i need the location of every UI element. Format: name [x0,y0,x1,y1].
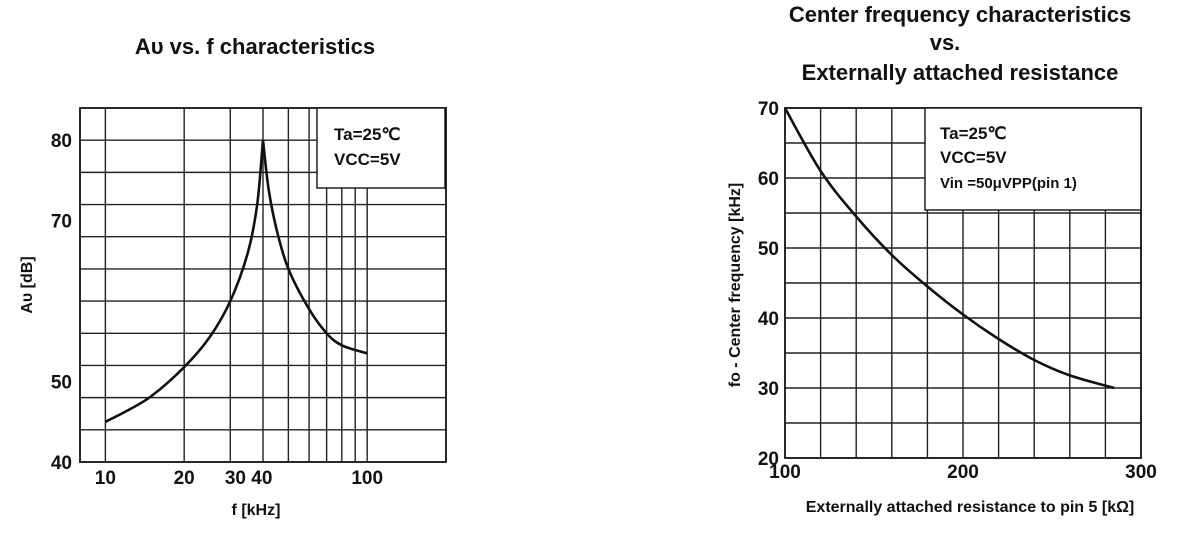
x-tick-label: 10 [95,468,116,489]
y-tick-label: 30 [758,379,779,400]
x-axis-label: f [kHz] [232,502,281,519]
y-tick-label: 40 [51,453,72,474]
chart-title-line-1: Center frequency characteristics [789,2,1131,27]
y-tick-label: 50 [758,239,779,260]
y-tick-label: 40 [758,309,779,330]
y-tick-label: 70 [51,212,72,233]
series-line [783,107,1115,390]
chart-av-vs-f: Aυ vs. f characteristics Ta=25℃ VCC=5V 4… [19,34,447,519]
conditions-box-frame [316,107,446,189]
grid [80,108,446,462]
y-axis-label: fo - Center frequency [kHz] [727,183,744,387]
x-tick-label: 100 [351,468,383,489]
x-tick-labels: 10 20 30 40 100 [95,468,383,489]
condition-vin: Vin =50μVPP(pin 1) [940,175,1077,192]
y-axis-label: Aυ [dB] [19,256,36,313]
y-tick-labels: 20 30 40 50 60 70 [758,99,779,470]
plot-frame [79,107,447,463]
chart-title: Aυ vs. f characteristics [135,34,375,59]
y-tick-label: 20 [758,449,779,470]
condition-vcc: VCC=5V [940,148,1007,167]
series-line [104,140,368,423]
y-tick-label: 80 [51,131,72,152]
x-tick-label: 100 [769,462,801,483]
y-tick-labels: 40 50 70 80 [51,131,72,474]
x-tick-label: 30 40 [225,468,273,489]
conditions-box: Ta=25℃ VCC=5V Vin =50μVPP(pin 1) [924,107,1142,211]
condition-ta: Ta=25℃ [334,125,401,144]
y-tick-label: 50 [51,373,72,394]
x-tick-labels: 100 200 300 [769,462,1157,483]
chart-title-line-2: vs. [930,30,961,55]
x-axis-label: Externally attached resistance to pin 5 … [806,499,1135,516]
chart-center-frequency: Center frequency characteristics vs. Ext… [727,2,1157,516]
conditions-box: Ta=25℃ VCC=5V [316,107,446,189]
condition-vcc: VCC=5V [334,150,401,169]
x-tick-label: 200 [947,462,979,483]
x-tick-label: 20 [174,468,195,489]
y-tick-label: 70 [758,99,779,120]
x-tick-label: 300 [1125,462,1157,483]
condition-ta: Ta=25℃ [940,124,1007,143]
chart-title-line-3: Externally attached resistance [802,60,1119,85]
y-tick-label: 60 [758,169,779,190]
conditions-box-frame [924,107,1142,211]
